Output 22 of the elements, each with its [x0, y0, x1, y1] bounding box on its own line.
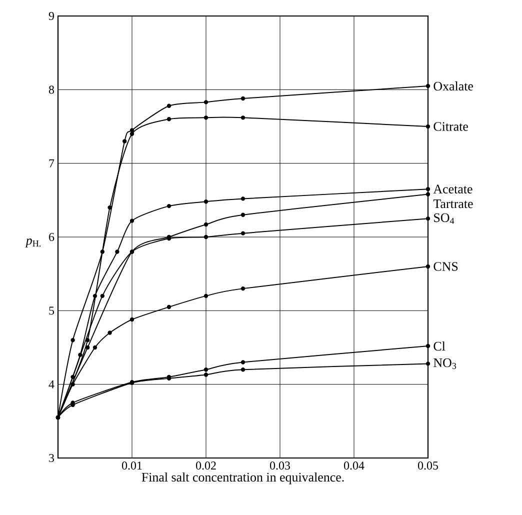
y-tick-label: 7 [49, 159, 54, 168]
series-label: SO$_{4}$ [434, 213, 454, 224]
series-label: Citrate [434, 122, 468, 131]
y-tick-label: 3 [49, 454, 54, 462]
y-axis-title: p$_{H.}$ [25, 238, 41, 248]
x-tick-label: 0.02 [196, 462, 216, 470]
x-tick-label: 0.01 [122, 462, 142, 470]
y-tick-label: 8 [48, 86, 54, 94]
y-tick-label: 5 [49, 306, 54, 315]
x-tick-label: 0.04 [344, 462, 364, 470]
series-label: NO$_{3}$ [434, 358, 456, 369]
series-label: Cl [434, 341, 446, 351]
series-label: Tartrate [433, 200, 473, 208]
y-tick-label: 9 [48, 12, 54, 20]
series-label: Acetate [433, 184, 472, 194]
x-axis-title: Final salt concentration in equivalence. [142, 472, 344, 484]
x-tick-label: 0.05 [418, 462, 438, 470]
series-label: CNS [434, 262, 458, 271]
y-tick-label: 6 [49, 232, 54, 242]
y-tick-label: 4 [48, 380, 54, 388]
series-label: Oxalate [434, 81, 474, 91]
x-tick-label: 0.03 [270, 462, 290, 470]
